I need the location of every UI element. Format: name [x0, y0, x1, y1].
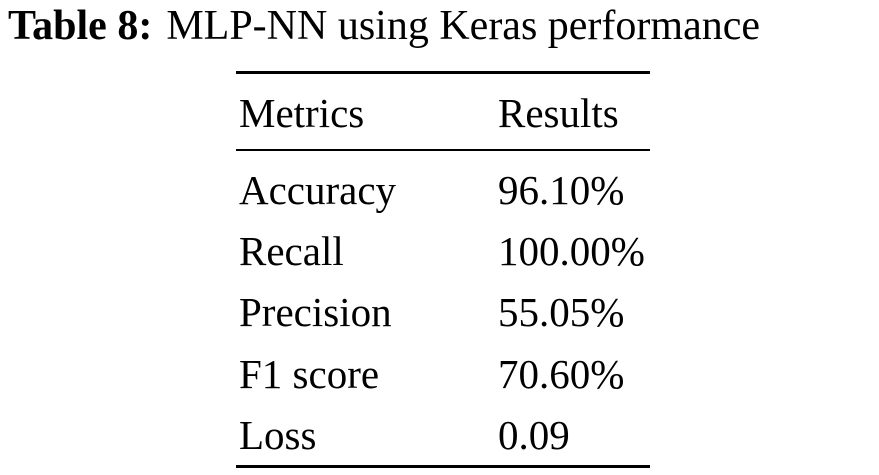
metric-result: 100.00%: [498, 228, 645, 274]
metric-result: 70.60%: [498, 351, 625, 397]
table-header-rule: [236, 149, 650, 151]
table-caption-label: Table 8:: [8, 3, 153, 49]
metric-name: Loss: [239, 412, 317, 458]
column-header-results: Results: [498, 90, 619, 136]
column-header-metrics: Metrics: [239, 90, 365, 136]
metric-name: Accuracy: [239, 167, 397, 213]
metric-result: 55.05%: [498, 289, 625, 335]
metric-name: Precision: [239, 289, 392, 335]
table-bottom-rule: [236, 465, 650, 468]
table-caption: Table 8: MLP-NN using Keras performance: [8, 2, 760, 50]
metric-name: Recall: [239, 228, 344, 274]
metric-name: F1 score: [239, 351, 380, 397]
table-caption-text: MLP-NN using Keras performance: [166, 3, 760, 49]
metric-result: 0.09: [498, 412, 570, 458]
table-top-rule: [236, 71, 650, 74]
metric-result: 96.10%: [498, 167, 625, 213]
